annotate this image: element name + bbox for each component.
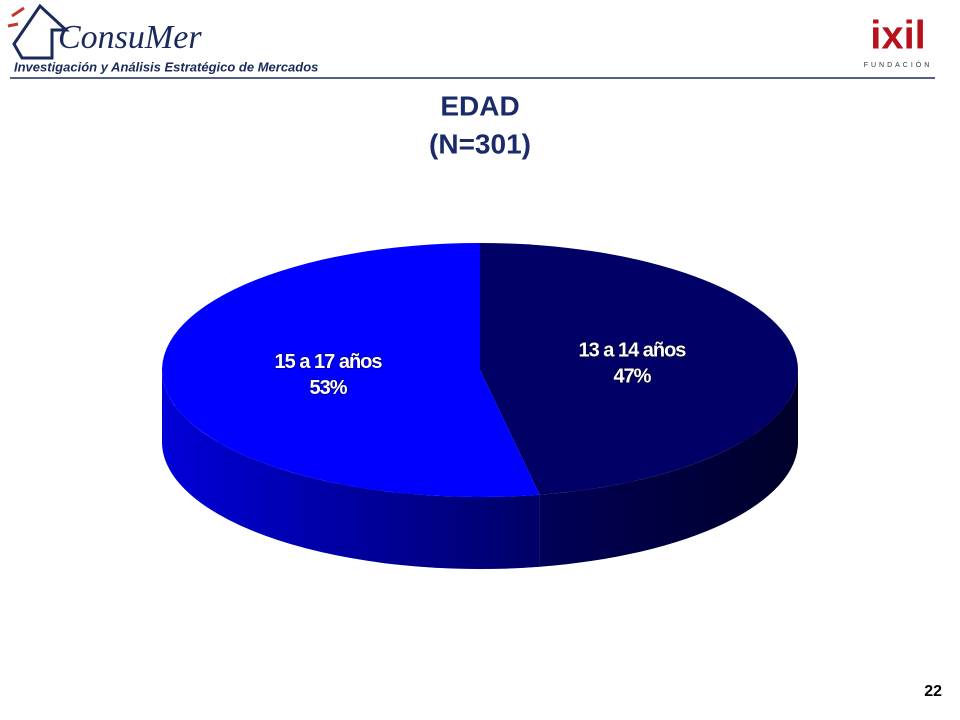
- header: ConsuMer Investigación y Análisis Estrat…: [7, 3, 935, 79]
- logo-tagline: Investigación y Análisis Estratégico de …: [14, 59, 318, 74]
- slice-label: 13 a 14 años: [578, 340, 686, 362]
- slice-value-label: 53%: [310, 377, 348, 399]
- page-number: 22: [924, 683, 942, 700]
- slice: [161, 243, 540, 497]
- slice: [480, 243, 798, 495]
- partner-sub: FUNDACIÓN: [864, 60, 933, 69]
- slice-value-label: 47%: [613, 366, 651, 388]
- side-shade: [162, 370, 540, 569]
- pie: 13 a 14 años 47% 15 a 17 años 53%: [161, 243, 798, 569]
- partner-logo: ixil: [870, 14, 926, 58]
- side-shade: [539, 370, 798, 567]
- slice-label: 15 a 17 años: [275, 351, 383, 373]
- chart-title: EDAD: [440, 90, 519, 121]
- logo-icon: [12, 3, 70, 60]
- logo-accent: [7, 6, 25, 28]
- logo-text: ConsuMer: [58, 19, 202, 56]
- chart-subtitle: (N=301): [429, 128, 531, 159]
